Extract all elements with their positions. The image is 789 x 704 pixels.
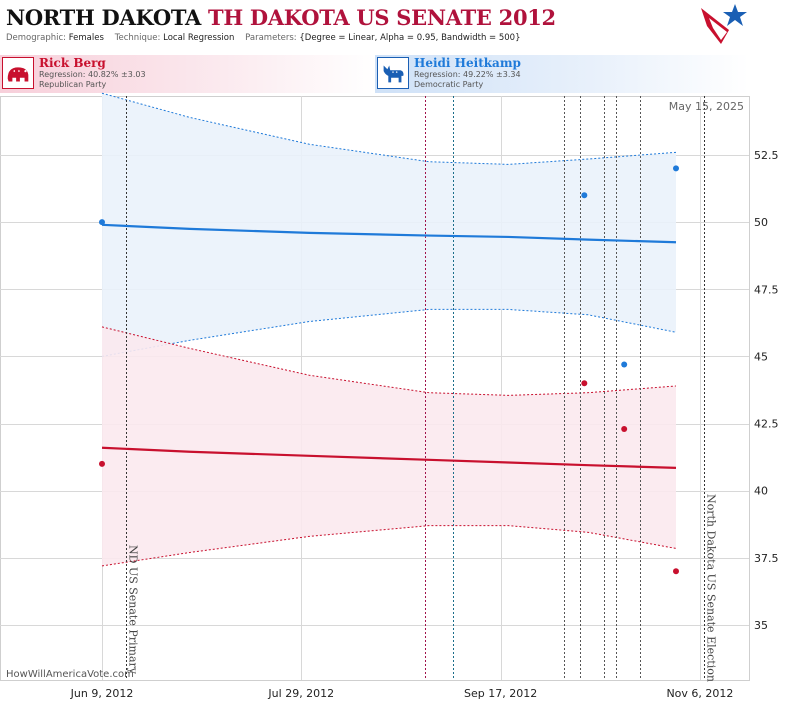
- dem-regression-line: [101, 223, 677, 244]
- rep-band-upper: [101, 326, 677, 396]
- demographic-value: Females: [68, 33, 104, 43]
- dem-regression: Regression: 49.22% ±3.34: [414, 70, 521, 79]
- x-tick-label: Sep 17, 2012: [464, 687, 537, 700]
- x-tick-label: Nov 6, 2012: [666, 687, 733, 700]
- rep-poll-point: [673, 568, 679, 575]
- poll-lines: [425, 96, 641, 680]
- dem-poll-point: [581, 192, 588, 199]
- technique-key: Technique:: [114, 33, 161, 43]
- y-tick-label: 47.5: [754, 283, 779, 296]
- y-tick-label: 52.5: [754, 149, 779, 162]
- event-label: North Dakota US Senate Election: [705, 494, 718, 682]
- legend-democratic: Heidi Heitkamp Regression: 49.22% ±3.34 …: [375, 55, 749, 93]
- y-tick-label: 35: [754, 619, 768, 632]
- y-tick-label: 50: [754, 216, 768, 229]
- title-state: NORTH DAKOTA: [6, 5, 202, 30]
- rep-band-lower: [101, 525, 677, 567]
- elephant-icon: [2, 57, 34, 89]
- site-logo: [701, 4, 747, 44]
- chart-title: NORTH DAKOTA TH DAKOTA US SENATE 2012: [6, 5, 556, 30]
- title-race: TH DAKOTA US SENATE 2012: [208, 5, 556, 30]
- rep-poll-point: [99, 460, 105, 467]
- legend-republican: Rick Berg Regression: 40.82% ±3.03 Repub…: [0, 55, 374, 93]
- rep-party: Republican Party: [39, 80, 107, 89]
- event-label: ND US Senate Primary: [127, 545, 140, 675]
- donkey-icon: [377, 57, 409, 89]
- parameters-value: {Degree = Linear, Alpha = 0.95, Bandwidt…: [299, 33, 521, 43]
- fit-lines: [101, 223, 677, 469]
- y-tick-label: 40: [754, 485, 768, 498]
- confidence-bands: [101, 92, 677, 567]
- rep-candidate-name: Rick Berg: [39, 56, 106, 70]
- chart-header: NORTH DAKOTA TH DAKOTA US SENATE 2012 De…: [0, 0, 749, 50]
- rep-regression: Regression: 40.82% ±3.03: [39, 70, 146, 79]
- y-tick-label: 45: [754, 350, 768, 363]
- chart-parameters: Demographic: Females Technique: Local Re…: [6, 33, 521, 43]
- x-axis: Jun 9, 2012 Jul 29, 2012 Sep 17, 2012 Nov 6…: [70, 687, 734, 700]
- demographic-key: Demographic:: [6, 33, 67, 43]
- rep-confidence-band: [102, 326, 676, 566]
- y-axis: 52.5 50 47.5 45 42.5 40 37.5 35: [754, 149, 779, 632]
- dem-confidence-band: [102, 93, 676, 357]
- technique-value: Local Regression: [163, 33, 235, 43]
- dem-party: Democratic Party: [414, 80, 484, 89]
- rep-regression-line: [101, 446, 677, 469]
- parameters-key: Parameters:: [245, 33, 297, 43]
- dem-poll-point: [621, 361, 628, 368]
- poll-points: [99, 165, 679, 575]
- dem-poll-point: [99, 219, 105, 226]
- dem-band-lower: [101, 308, 677, 357]
- x-tick-label: Jun 9, 2012: [70, 687, 134, 700]
- dem-poll-point: [673, 165, 679, 172]
- date-stamp: May 15, 2025: [669, 100, 744, 113]
- dem-candidate-name: Heidi Heitkamp: [414, 56, 521, 70]
- y-tick-label: 42.5: [754, 418, 779, 431]
- y-tick-label: 37.5: [754, 552, 779, 565]
- x-tick-label: Jul 29, 2012: [267, 687, 334, 700]
- rep-poll-point: [581, 380, 588, 387]
- site-credit: HowWillAmericaVote.com: [6, 669, 134, 680]
- rep-poll-point: [621, 425, 628, 432]
- event-lines: ND US Senate Primary North Dakota US Sena…: [126, 96, 718, 682]
- candidate-legend: Rick Berg Regression: 40.82% ±3.03 Repub…: [0, 55, 749, 93]
